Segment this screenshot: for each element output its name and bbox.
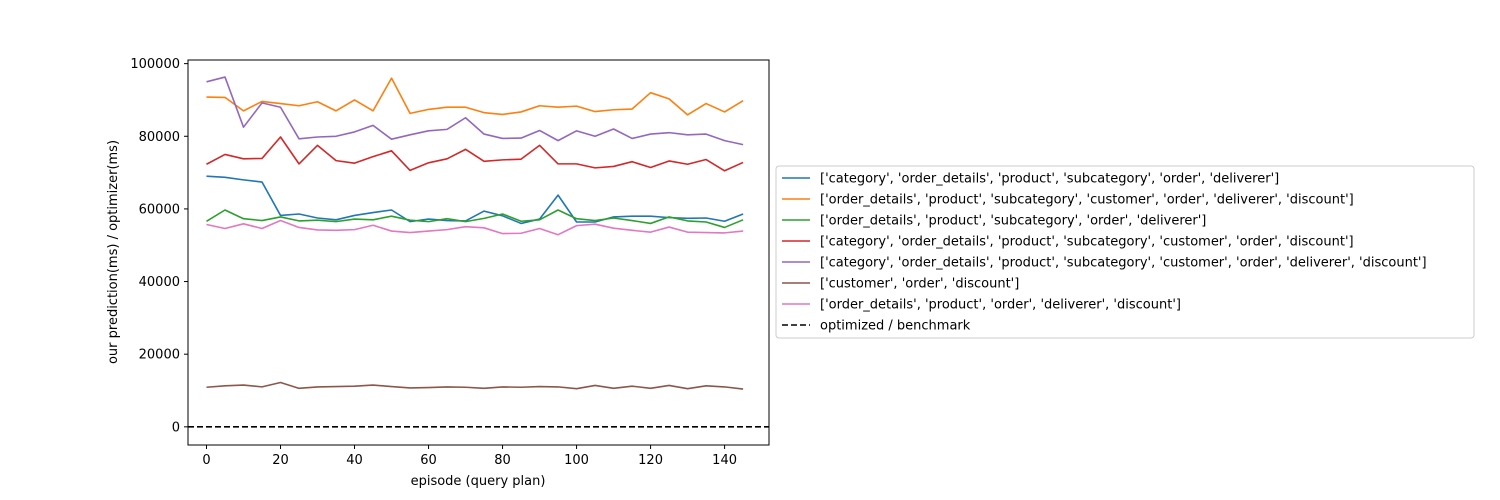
x-tick-label: 100 bbox=[564, 453, 589, 468]
x-axis-label: episode (query plan) bbox=[411, 474, 546, 489]
legend-label: optimized / benchmark bbox=[820, 319, 971, 334]
series-line-4 bbox=[206, 136, 744, 172]
x-tick-label: 0 bbox=[202, 453, 210, 468]
series-line-5 bbox=[206, 76, 744, 146]
x-tick-label: 80 bbox=[494, 453, 511, 468]
y-axis-label: our prediction(ms) / optimizer(ms) bbox=[106, 140, 121, 364]
x-tick-label: 120 bbox=[638, 453, 663, 468]
legend-label: ['order_details', 'product', 'subcategor… bbox=[820, 214, 1206, 229]
x-tick-label: 20 bbox=[272, 453, 289, 468]
y-tick-label: 100000 bbox=[130, 57, 180, 72]
y-tick-label: 80000 bbox=[139, 130, 180, 145]
y-tick-label: 20000 bbox=[139, 348, 180, 363]
legend-label: ['customer', 'order', 'discount'] bbox=[820, 277, 1019, 292]
x-tick-label: 60 bbox=[420, 453, 437, 468]
x-tick-label: 140 bbox=[712, 453, 737, 468]
legend-label: ['category', 'order_details', 'product',… bbox=[820, 172, 1279, 187]
series-line-1 bbox=[206, 175, 744, 225]
legend-label: ['order_details', 'product', 'subcategor… bbox=[820, 193, 1354, 208]
plot-area bbox=[188, 76, 769, 428]
legend-box bbox=[775, 165, 1475, 339]
axes-frame bbox=[187, 59, 770, 446]
legend: ['category', 'order_details', 'product',… bbox=[775, 165, 1475, 339]
x-axis: 0 20 40 60 80 100 120 140 bbox=[202, 445, 737, 468]
series-line-3 bbox=[206, 209, 744, 229]
series-line-6 bbox=[206, 381, 744, 390]
y-tick-label: 40000 bbox=[139, 275, 180, 290]
legend-label: ['category', 'order_details', 'product',… bbox=[820, 256, 1427, 271]
y-tick-label: 0 bbox=[172, 420, 180, 435]
y-axis: 0 20000 40000 60000 80000 100000 bbox=[130, 57, 188, 435]
legend-label: ['order_details', 'product', 'order', 'd… bbox=[820, 298, 1181, 313]
series-line-7 bbox=[206, 219, 744, 236]
y-tick-label: 60000 bbox=[139, 202, 180, 217]
legend-label: ['category', 'order_details', 'product',… bbox=[820, 235, 1354, 250]
series-line-2 bbox=[206, 77, 744, 116]
x-tick-label: 40 bbox=[346, 453, 363, 468]
